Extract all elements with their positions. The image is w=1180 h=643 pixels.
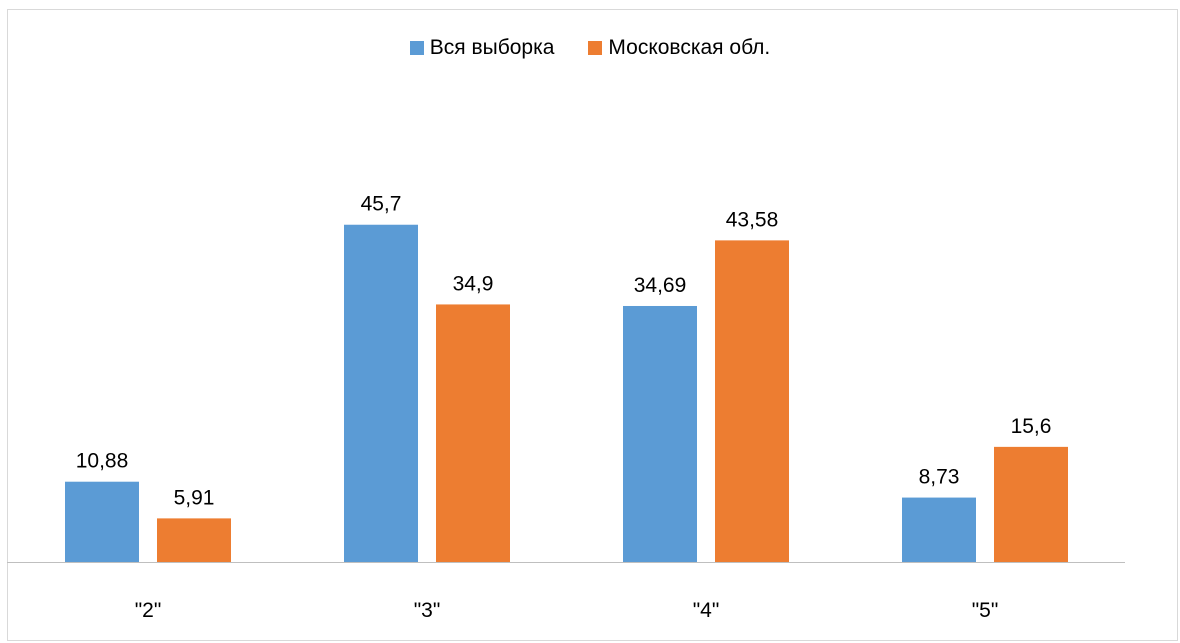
category-label-2: "3" [414,599,441,622]
bar-series-1-4 [902,497,976,562]
category-label-3: "4" [693,599,720,622]
data-label-series-1-1: 10,88 [76,450,129,473]
bar-series-1-3 [623,305,697,562]
legend-swatch-series-2 [588,41,603,55]
legend-item-series-2: Московская обл. [588,36,770,60]
bar-series-2-2 [436,304,510,562]
data-label-series-2-2: 34,9 [453,272,494,295]
bar-series-2-4 [994,446,1068,562]
data-label-series-1-2: 45,7 [361,193,402,216]
category-label-1: "2" [135,599,162,622]
bar-series-1-1 [65,481,139,562]
data-label-series-1-3: 34,69 [634,274,687,297]
data-label-series-2-3: 43,58 [726,208,779,231]
legend-label-series-1: Вся выборка [429,36,555,59]
category-label-4: "5" [972,599,999,622]
bar-series-2-1 [157,518,231,562]
data-label-series-1-4: 8,73 [919,466,960,489]
data-label-series-2-1: 5,91 [174,486,215,509]
legend-label-series-2: Московская обл. [608,36,771,59]
legend-item-series-1: Вся выборка [409,36,555,60]
legend-swatch-series-1 [409,41,424,55]
chart-legend: Вся выборка Московская обл. [0,36,1180,60]
bar-series-1-2 [344,224,418,562]
bar-series-2-3 [715,240,789,563]
data-label-series-2-4: 15,6 [1011,415,1052,438]
